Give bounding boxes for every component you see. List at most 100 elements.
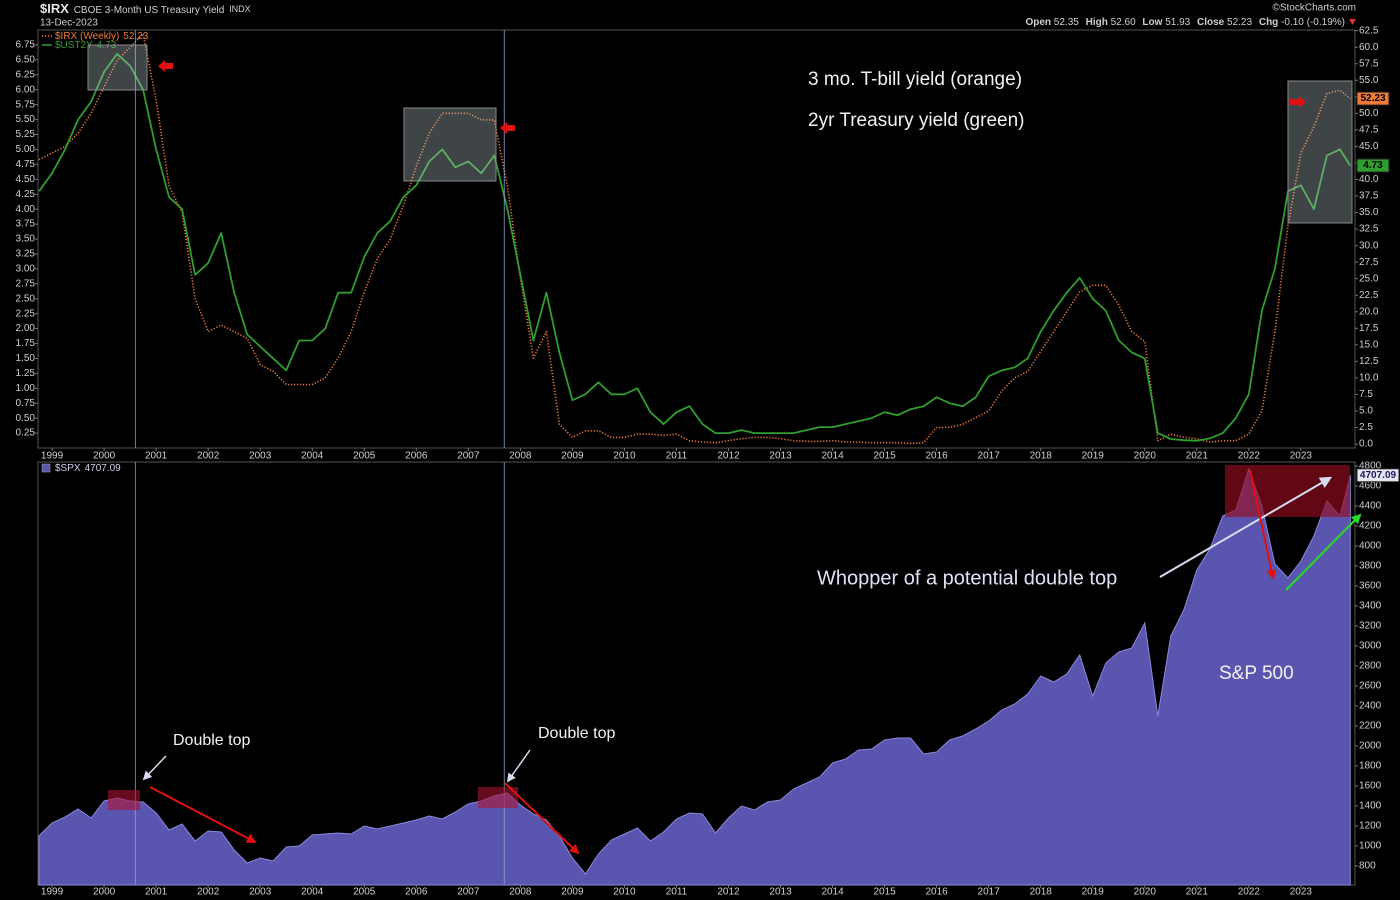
- y-tick-label: 15.0: [1359, 339, 1379, 350]
- x-tick-label: 2021: [1186, 451, 1209, 462]
- y-tick-label: 3.00: [16, 263, 36, 274]
- down-indicator: [1349, 19, 1356, 25]
- y-tick-label: 1.00: [16, 383, 36, 394]
- x-tick-label: 2014: [821, 887, 844, 898]
- pointer-arrow: [506, 749, 531, 783]
- x-tick-label: 2023: [1290, 451, 1313, 462]
- y-tick-label: 5.25: [16, 129, 36, 140]
- x-tick-label: 2023: [1290, 887, 1313, 898]
- annotation: Double top: [538, 725, 615, 742]
- x-tick-label: 2001: [145, 887, 168, 898]
- x-tick-label: 2013: [769, 451, 792, 462]
- x-tick-label: 2002: [197, 887, 220, 898]
- x-tick-label: 2004: [301, 451, 324, 462]
- y-tick-label: 2.00: [16, 323, 36, 334]
- x-tick-label: 2017: [978, 451, 1001, 462]
- y-tick-label: 7.5: [1359, 389, 1373, 400]
- y-tick-label: 3.50: [16, 234, 36, 245]
- x-tick-label: 2009: [561, 451, 584, 462]
- y-tick-label: 1.50: [16, 353, 36, 364]
- green-arrow: [1285, 513, 1362, 591]
- quote-label: Close: [1197, 17, 1225, 28]
- y-tick-label: 17.5: [1359, 323, 1379, 334]
- annotation: Whopper of a potential double top: [817, 567, 1117, 589]
- highlight-box: [403, 107, 497, 182]
- last-value-label: 52.23: [1360, 93, 1385, 104]
- red-arrow: [504, 782, 580, 855]
- panel-frame: [37, 29, 1356, 449]
- last-value-box: [1356, 158, 1390, 173]
- x-tick-label: 2005: [353, 451, 376, 462]
- y-tick-label: 40.0: [1359, 174, 1379, 185]
- x-tick-label: 2002: [197, 451, 220, 462]
- y-tick-label: 6.75: [16, 40, 36, 51]
- x-tick-label: 2013: [769, 887, 792, 898]
- x-tick-label: 2019: [1082, 887, 1105, 898]
- quote: Open 52.35 High 52.60 Low 51.93 Close 52…: [1025, 17, 1345, 28]
- annotation: 2yr Treasury yield (green): [808, 110, 1024, 131]
- x-tick-label: 2009: [561, 887, 584, 898]
- y-tick-label: 0.0: [1359, 439, 1373, 450]
- y-tick-label: 800: [1359, 861, 1376, 872]
- y-tick-label: 57.5: [1359, 58, 1379, 69]
- y-tick-label: 22.5: [1359, 290, 1379, 301]
- legend-name: $SPX: [55, 463, 81, 474]
- x-tick-label: 2018: [1030, 887, 1053, 898]
- y-tick-label: 3400: [1359, 601, 1382, 612]
- x-tick-label: 2000: [93, 451, 116, 462]
- y-tick-label: 2.75: [16, 278, 36, 289]
- x-tick-label: 2016: [926, 887, 949, 898]
- y-tick-label: 1800: [1359, 761, 1382, 772]
- y-tick-label: 4.00: [16, 204, 36, 215]
- last-value-box: [1356, 91, 1390, 106]
- x-tick-label: 2004: [301, 887, 324, 898]
- y-tick-label: 2.25: [16, 308, 36, 319]
- y-tick-label: 55.0: [1359, 75, 1379, 86]
- y-tick-label: 3800: [1359, 561, 1382, 572]
- y-tick-label: 6.00: [16, 84, 36, 95]
- quote-label: Low: [1142, 17, 1162, 28]
- series-area: [38, 467, 1351, 886]
- y-tick-label: 0.25: [16, 428, 36, 439]
- y-tick-label: 2800: [1359, 661, 1382, 672]
- y-tick-label: 12.5: [1359, 356, 1379, 367]
- series-line: [38, 33, 1351, 445]
- y-tick-label: 1.25: [16, 368, 36, 379]
- legend-swatch: [41, 463, 51, 473]
- red-arrow: [158, 60, 173, 72]
- y-tick-label: 20.0: [1359, 306, 1379, 317]
- x-tick-label: 2007: [457, 451, 480, 462]
- y-tick-label: 2.5: [1359, 422, 1373, 433]
- x-tick-label: 2007: [457, 887, 480, 898]
- legend-value: 52.23: [123, 31, 148, 42]
- x-tick-label: 2022: [1238, 451, 1261, 462]
- highlight-box: [108, 790, 140, 810]
- y-tick-label: 32.5: [1359, 224, 1379, 235]
- x-tick-label: 2011: [666, 887, 688, 898]
- x-tick-label: 2012: [717, 887, 740, 898]
- x-tick-label: 2001: [145, 451, 168, 462]
- y-tick-label: 3600: [1359, 581, 1382, 592]
- last-value-label: 4.73: [1363, 160, 1383, 171]
- source: ©StockCharts.com: [1272, 3, 1356, 14]
- x-tick-label: 2019: [1082, 451, 1105, 462]
- header-title: $IRX CBOE 3-Month US Treasury Yield INDX: [40, 1, 251, 16]
- pointer-arrow: [142, 755, 167, 781]
- x-tick-label: 2003: [249, 887, 272, 898]
- subtitle: CBOE 3-Month US Treasury Yield: [74, 5, 225, 16]
- annotation: 3 mo. T-bill yield (orange): [808, 69, 1022, 90]
- y-tick-label: 2600: [1359, 681, 1382, 692]
- quote-value: -0.10 (-0.19%): [1281, 17, 1345, 28]
- pointer-arrow: [1159, 476, 1333, 578]
- y-tick-label: 6.50: [16, 54, 36, 65]
- y-tick-label: 1600: [1359, 781, 1382, 792]
- y-tick-label: 10.0: [1359, 373, 1379, 384]
- x-tick-label: 2015: [873, 451, 896, 462]
- red-arrow: [1290, 96, 1306, 108]
- y-tick-label: 50.0: [1359, 108, 1379, 119]
- y-tick-label: 6.25: [16, 69, 36, 80]
- quote-label: Chg: [1259, 17, 1278, 28]
- y-tick-label: 60.0: [1359, 42, 1379, 53]
- quote-label: Open: [1025, 17, 1051, 28]
- x-tick-label: 2010: [613, 451, 636, 462]
